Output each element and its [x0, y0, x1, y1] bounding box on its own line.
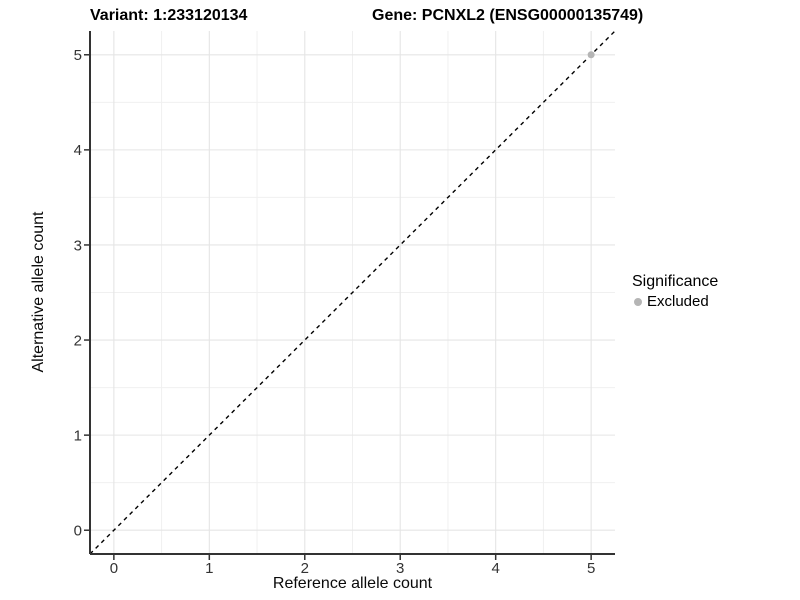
y-tick-label: 5: [74, 47, 82, 64]
x-axis-title: Reference allele count: [272, 575, 433, 592]
y-axis-title: Alternative allele count: [30, 211, 47, 373]
data-point-excluded: [587, 51, 595, 59]
x-tick-label: 2: [301, 560, 309, 577]
x-tick-label: 0: [110, 560, 118, 577]
y-tick-label: 1: [74, 427, 82, 444]
x-tick-label: 1: [205, 560, 213, 577]
x-tick-label: 4: [492, 560, 500, 577]
y-tick-label: 3: [74, 237, 82, 254]
legend: Significance Excluded: [632, 272, 718, 311]
y-tick-label: 4: [74, 142, 82, 159]
excluded-point-icon: [634, 298, 642, 306]
legend-item-excluded: Excluded: [632, 293, 718, 311]
legend-item-label: Excluded: [647, 293, 709, 310]
y-tick-label: 2: [74, 332, 82, 349]
gene-title: Gene: PCNXL2 (ENSG00000135749): [372, 7, 644, 24]
identity-line: [89, 30, 616, 555]
x-tick-label: 5: [587, 560, 595, 577]
variant-title: Variant: 1:233120134: [90, 7, 248, 24]
y-tick-label: 0: [74, 523, 82, 540]
x-tick-label: 3: [396, 560, 404, 577]
legend-title: Significance: [632, 273, 719, 290]
